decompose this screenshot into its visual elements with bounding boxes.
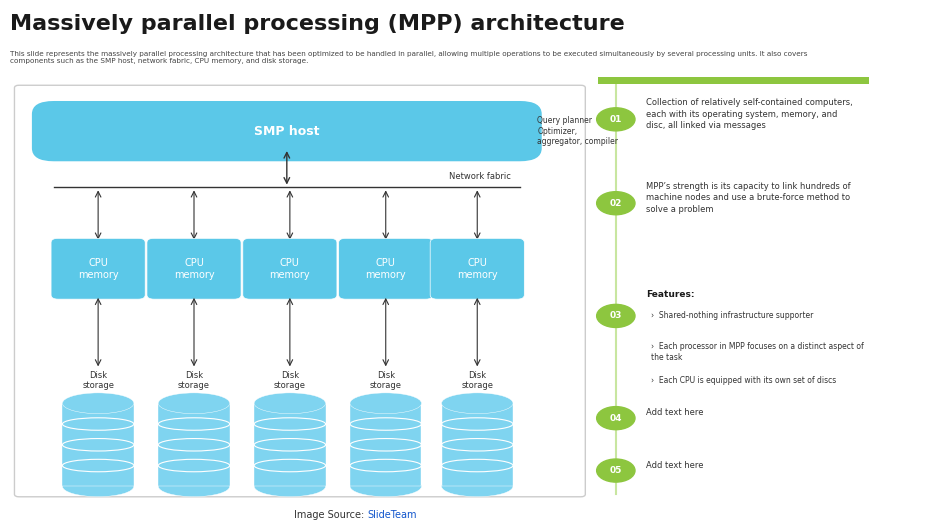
Text: Collection of relatively self-contained computers,
each with its operating syste: Collection of relatively self-contained … [646, 98, 853, 130]
Text: Disk
storage: Disk storage [274, 371, 306, 391]
FancyBboxPatch shape [430, 238, 524, 299]
Text: 03: 03 [609, 311, 622, 320]
FancyBboxPatch shape [243, 238, 337, 299]
Text: CPU
memory: CPU memory [457, 258, 498, 279]
Ellipse shape [158, 476, 230, 496]
Text: Add text here: Add text here [646, 408, 704, 417]
Text: 02: 02 [609, 199, 622, 208]
Ellipse shape [62, 476, 134, 496]
Circle shape [597, 459, 635, 482]
Text: CPU
memory: CPU memory [174, 258, 215, 279]
FancyBboxPatch shape [14, 85, 586, 497]
Text: Add text here: Add text here [646, 461, 704, 470]
Circle shape [597, 407, 635, 430]
Text: CPU
memory: CPU memory [78, 258, 118, 279]
Text: Disk
storage: Disk storage [462, 371, 493, 391]
Text: ›  Shared-nothing infrastructure supporter: › Shared-nothing infrastructure supporte… [651, 311, 813, 320]
Ellipse shape [62, 393, 134, 414]
Text: Disk
storage: Disk storage [370, 371, 402, 391]
Text: Massively parallel processing (MPP) architecture: Massively parallel processing (MPP) arch… [10, 15, 625, 34]
Text: SlideTeam: SlideTeam [367, 510, 417, 520]
FancyBboxPatch shape [147, 238, 241, 299]
Text: 05: 05 [609, 466, 622, 475]
Ellipse shape [350, 476, 422, 496]
FancyBboxPatch shape [254, 403, 325, 486]
Text: CPU
memory: CPU memory [270, 258, 310, 279]
Ellipse shape [442, 476, 513, 496]
FancyBboxPatch shape [339, 238, 433, 299]
Text: 04: 04 [609, 414, 622, 423]
FancyBboxPatch shape [158, 403, 230, 486]
FancyBboxPatch shape [62, 403, 134, 486]
Text: This slide represents the massively parallel processing architecture that has be: This slide represents the massively para… [10, 51, 808, 64]
Text: Features:: Features: [646, 290, 694, 299]
Ellipse shape [254, 476, 325, 496]
Text: 01: 01 [609, 115, 622, 124]
Text: MPP’s strength is its capacity to link hundreds of
machine nodes and use a brute: MPP’s strength is its capacity to link h… [646, 182, 851, 214]
Text: ›  Each CPU is equipped with its own set of discs: › Each CPU is equipped with its own set … [651, 376, 836, 385]
Circle shape [597, 192, 635, 214]
FancyBboxPatch shape [442, 403, 513, 486]
Ellipse shape [350, 393, 422, 414]
Ellipse shape [254, 393, 325, 414]
Text: Query planner
Optimizer,
aggregator, compiler: Query planner Optimizer, aggregator, com… [537, 116, 619, 146]
Text: Image Source:: Image Source: [294, 510, 367, 520]
FancyBboxPatch shape [350, 403, 422, 486]
Ellipse shape [158, 393, 230, 414]
Text: CPU
memory: CPU memory [365, 258, 406, 279]
Text: Network fabric: Network fabric [449, 172, 511, 181]
FancyBboxPatch shape [51, 238, 145, 299]
Text: Disk
storage: Disk storage [178, 371, 210, 391]
Ellipse shape [442, 393, 513, 414]
FancyBboxPatch shape [32, 101, 542, 161]
FancyBboxPatch shape [599, 77, 868, 84]
Text: Disk
storage: Disk storage [82, 371, 114, 391]
Text: SMP host: SMP host [254, 124, 320, 138]
Text: ›  Each processor in MPP focuses on a distinct aspect of
the task: › Each processor in MPP focuses on a dis… [651, 342, 864, 362]
Circle shape [597, 305, 635, 327]
Circle shape [597, 108, 635, 131]
